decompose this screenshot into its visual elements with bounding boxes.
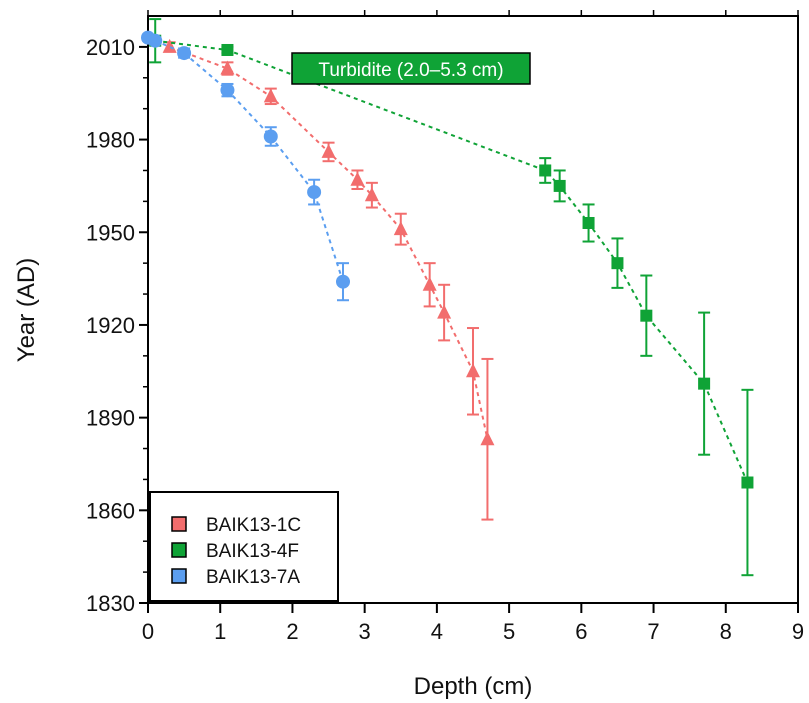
y-tick-label: 1980 xyxy=(86,128,135,153)
axis-ticks: 0 1 2 3 4 5 6 7 8 9 1830 1860 1890 1920 1950 1980 2010 xyxy=(86,10,804,644)
x-tick-label: 7 xyxy=(647,619,659,644)
data-series xyxy=(141,18,754,577)
data-point xyxy=(263,129,278,144)
x-tick-label: 2 xyxy=(286,619,298,644)
data-point xyxy=(480,431,495,446)
data-point xyxy=(466,363,480,378)
x-axis-title: Depth (cm) xyxy=(414,673,533,700)
legend-swatch xyxy=(171,542,187,558)
data-point xyxy=(336,274,350,289)
x-tick-label: 0 xyxy=(142,619,154,644)
turbidite-annotation: Turbidite (2.0–5.3 cm) xyxy=(291,52,531,85)
data-point xyxy=(437,304,452,319)
y-tick-label: 1830 xyxy=(86,591,135,616)
data-point xyxy=(364,187,379,202)
data-point xyxy=(640,309,653,322)
y-tick-label: 1950 xyxy=(86,220,135,245)
annotation-box xyxy=(291,52,531,85)
legend-label: BAIK13-4F xyxy=(206,541,299,562)
data-point xyxy=(553,179,566,192)
data-point xyxy=(148,33,163,48)
legend-swatch xyxy=(171,568,187,584)
y-tick-label: 1860 xyxy=(86,498,135,523)
series-baik13-7a xyxy=(141,30,350,302)
y-tick-label: 1890 xyxy=(86,406,135,431)
x-tick-label: 5 xyxy=(503,619,515,644)
legend: BAIK13-1C BAIK13-4F BAIK13-7A xyxy=(149,491,339,602)
annotation-text: Turbidite (2.0–5.3 cm) xyxy=(318,60,503,81)
data-point xyxy=(221,43,234,56)
data-point xyxy=(741,476,754,489)
legend-label: BAIK13-7A xyxy=(206,567,300,588)
series-baik13-4f xyxy=(149,18,754,577)
x-tick-label: 8 xyxy=(720,619,732,644)
x-tick-label: 4 xyxy=(431,619,443,644)
data-point xyxy=(220,83,235,98)
data-point xyxy=(582,216,595,229)
x-tick-label: 9 xyxy=(792,619,804,644)
data-point xyxy=(539,164,552,177)
plot-frame xyxy=(147,15,799,604)
data-point xyxy=(307,185,322,200)
series-baik13-1c xyxy=(162,38,495,521)
legend-label: BAIK13-1C xyxy=(206,515,301,536)
legend-swatch xyxy=(171,516,187,532)
data-point xyxy=(350,171,365,186)
data-point xyxy=(321,143,336,158)
data-point xyxy=(698,377,711,390)
data-point xyxy=(177,46,192,61)
data-point xyxy=(393,221,408,236)
x-tick-label: 6 xyxy=(575,619,587,644)
y-tick-label: 1920 xyxy=(86,313,135,338)
data-point xyxy=(220,60,235,75)
x-tick-label: 3 xyxy=(359,619,371,644)
y-tick-label: 2010 xyxy=(86,35,135,60)
data-point xyxy=(611,257,624,270)
data-point xyxy=(263,88,278,103)
y-axis-title: Year (AD) xyxy=(13,258,40,362)
series-trend-line xyxy=(169,45,489,440)
data-point xyxy=(422,276,437,291)
x-tick-label: 1 xyxy=(214,619,226,644)
series-trend-line xyxy=(155,39,749,483)
